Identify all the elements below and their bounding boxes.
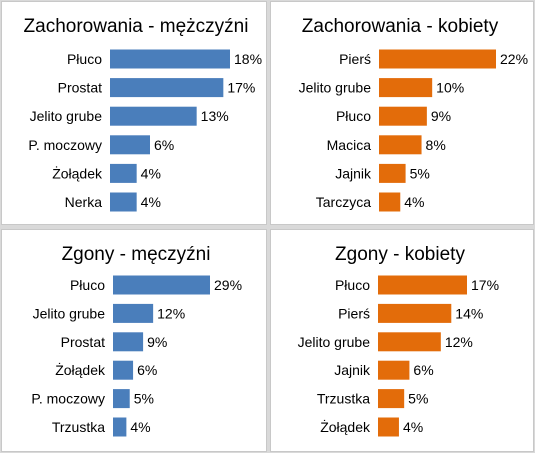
bar bbox=[379, 192, 401, 212]
bar bbox=[110, 163, 137, 183]
bar-chart-deaths-men: Zgony - męczyźni Płuco 29% Jelito grube 12% P… bbox=[31, 244, 242, 437]
chart-title: Zachorowania - kobiety bbox=[302, 16, 499, 37]
category-label: Tarczyca bbox=[316, 194, 371, 210]
bar-chart-incidence-women: Zachorowania - kobiety Pierś 22% Jelito gru… bbox=[299, 16, 528, 212]
bar bbox=[378, 360, 410, 380]
category-label: Macica bbox=[327, 137, 372, 153]
data-label: 9% bbox=[147, 334, 167, 350]
bar bbox=[113, 360, 134, 380]
data-label: 6% bbox=[413, 362, 433, 378]
data-label: 12% bbox=[157, 305, 185, 321]
category-label: Pierś bbox=[338, 305, 370, 321]
data-label: 4% bbox=[130, 419, 150, 435]
data-label: 29% bbox=[214, 277, 242, 293]
bar bbox=[378, 275, 467, 295]
category-label: Nerka bbox=[65, 194, 103, 210]
category-label: Żołądek bbox=[52, 164, 103, 181]
category-label: Płuco bbox=[335, 277, 370, 293]
category-label: Jelito grube bbox=[299, 80, 372, 96]
category-label: Płuco bbox=[336, 108, 371, 124]
data-label: 14% bbox=[455, 305, 483, 321]
category-label: P. moczowy bbox=[31, 391, 105, 407]
bar-chart-incidence-men: Zachorowania - mężczyźni Płuco 18% Prostat 1… bbox=[24, 16, 262, 212]
data-label: 5% bbox=[408, 391, 428, 407]
bar bbox=[379, 106, 427, 126]
bar bbox=[113, 332, 144, 352]
category-label: Pierś bbox=[339, 51, 371, 67]
bar bbox=[378, 417, 399, 437]
bar bbox=[113, 417, 127, 437]
bar bbox=[378, 303, 452, 323]
data-label: 17% bbox=[471, 277, 499, 293]
chart-title: Zgony - męczyźni bbox=[62, 244, 211, 265]
data-label: 13% bbox=[201, 108, 229, 124]
category-label: Płuco bbox=[67, 51, 102, 67]
data-label: 10% bbox=[436, 80, 464, 96]
bar bbox=[110, 135, 150, 155]
bar bbox=[379, 49, 496, 69]
category-label: Jelito grube bbox=[33, 305, 106, 321]
bar bbox=[113, 389, 130, 409]
data-label: 8% bbox=[426, 137, 446, 153]
chart-title: Zachorowania - mężczyźni bbox=[24, 16, 249, 37]
bar bbox=[378, 389, 405, 409]
data-label: 18% bbox=[234, 51, 262, 67]
category-label: Trzustka bbox=[317, 391, 370, 407]
data-label: 5% bbox=[134, 391, 154, 407]
bar bbox=[110, 192, 137, 212]
data-label: 4% bbox=[403, 419, 423, 435]
bar bbox=[110, 78, 224, 98]
chart-panel-deaths-men: Zgony - męczyźni Płuco 29% Jelito grube 12% P… bbox=[1, 229, 267, 452]
data-label: 4% bbox=[141, 194, 161, 210]
chart-panel-incidence-men: Zachorowania - mężczyźni Płuco 18% Prostat 1… bbox=[1, 1, 267, 225]
data-label: 6% bbox=[137, 362, 157, 378]
data-label: 22% bbox=[500, 51, 528, 67]
category-label: Jajnik bbox=[335, 165, 372, 181]
bar bbox=[110, 49, 230, 69]
bar bbox=[379, 78, 433, 98]
bar bbox=[379, 163, 406, 183]
bar bbox=[113, 275, 210, 295]
bar bbox=[113, 303, 154, 323]
data-label: 12% bbox=[445, 334, 473, 350]
category-label: Jelito grube bbox=[298, 334, 371, 350]
category-label: Jelito grube bbox=[30, 108, 103, 124]
category-label: Prostat bbox=[61, 334, 105, 350]
data-label: 9% bbox=[431, 108, 451, 124]
bar-chart-deaths-women: Zgony - kobiety Płuco 17% Pierś 14% Jelito gr… bbox=[298, 244, 499, 437]
data-label: 17% bbox=[227, 80, 255, 96]
chart-title: Zgony - kobiety bbox=[335, 244, 465, 265]
category-label: P. moczowy bbox=[28, 137, 102, 153]
bar bbox=[110, 106, 197, 126]
data-label: 6% bbox=[154, 137, 174, 153]
data-label: 4% bbox=[141, 165, 161, 181]
bar bbox=[378, 332, 441, 352]
chart-panel-deaths-women: Zgony - kobiety Płuco 17% Pierś 14% Jelito gr… bbox=[270, 229, 534, 452]
data-label: 4% bbox=[404, 194, 424, 210]
chart-panel-incidence-women: Zachorowania - kobiety Pierś 22% Jelito gru… bbox=[270, 1, 534, 225]
category-label: Prostat bbox=[58, 80, 102, 96]
bar bbox=[379, 135, 422, 155]
category-label: Żołądek bbox=[55, 361, 106, 378]
data-label: 5% bbox=[410, 165, 430, 181]
category-label: Płuco bbox=[70, 277, 105, 293]
category-label: Żołądek bbox=[320, 418, 371, 435]
category-label: Jajnik bbox=[334, 362, 371, 378]
category-label: Trzustka bbox=[52, 419, 105, 435]
